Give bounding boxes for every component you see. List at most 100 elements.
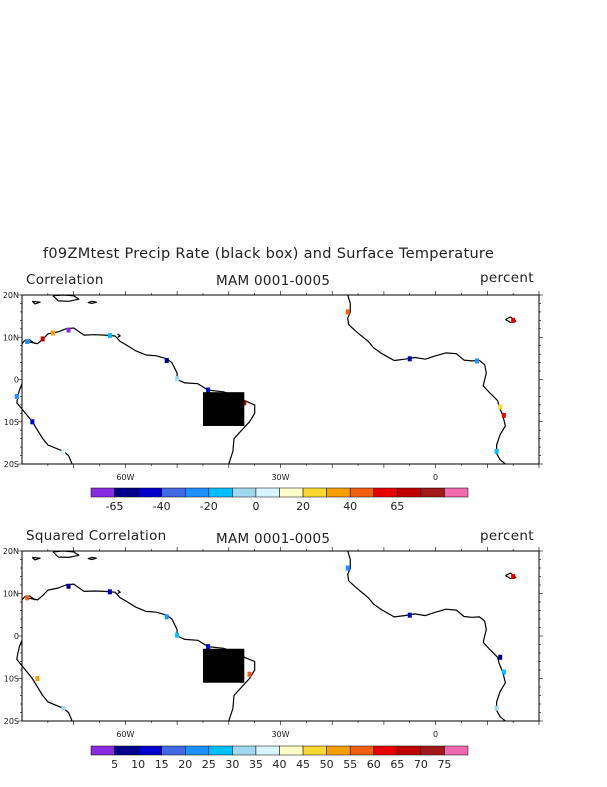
coastal-value-cell	[107, 333, 112, 339]
colorbar-label: 5	[111, 758, 118, 771]
colorbar-swatch	[279, 487, 304, 498]
coastal-value-cell	[40, 336, 45, 342]
precip-region-box	[202, 648, 245, 683]
colorbar-swatch	[90, 745, 115, 756]
colorbar-swatch	[185, 745, 210, 756]
coastal-value-cell	[35, 676, 40, 681]
colorbar-swatch	[255, 487, 280, 498]
coastline	[52, 294, 80, 302]
colorbar-label: 65	[390, 758, 404, 771]
coastal-value-cell	[107, 589, 112, 595]
colorbar-label: 45	[296, 758, 310, 771]
lat-label: 10N	[3, 333, 19, 342]
colorbar-swatch	[373, 487, 398, 498]
colorbar-2: 5 10 15 20 25 30 35 40 45 50 55 60 65 70 75	[90, 745, 469, 771]
coastal-value-cell	[25, 595, 30, 601]
coastal-value-cell	[407, 612, 412, 618]
coastline	[347, 550, 506, 722]
colorbar-label: 10	[131, 758, 145, 771]
coastal-value-cell	[175, 632, 180, 638]
colorbar-swatch	[137, 487, 162, 498]
colorbar-label: 35	[249, 758, 263, 771]
coastal-value-cell	[206, 644, 211, 650]
coastal-value-cell	[494, 705, 499, 711]
coastline	[505, 316, 517, 324]
coastal-value-cell	[511, 574, 516, 579]
colorbar-swatch	[137, 745, 162, 756]
coastal-value-cell	[164, 357, 169, 363]
main-title: f09ZMtest Precip Rate (black box) and Su…	[43, 246, 495, 262]
colorbar-label: 20	[178, 758, 192, 771]
coastal-value-cell	[66, 583, 71, 589]
panel1-right-title: percent	[480, 270, 534, 286]
lat-label: 10N	[3, 590, 19, 599]
coastal-value-cell	[61, 448, 66, 454]
colorbar-swatch	[208, 487, 233, 498]
colorbar-label: 40	[273, 758, 287, 771]
colorbar-swatch	[208, 745, 233, 756]
colorbar-label: 70	[414, 758, 428, 771]
map-frame	[21, 294, 540, 465]
lat-label: 20S	[4, 717, 19, 726]
coastal-value-cell	[164, 614, 169, 620]
colorbar-label: 0	[252, 500, 259, 513]
colorbar-swatch	[326, 745, 351, 756]
colorbar-label: 40	[343, 500, 357, 513]
colorbar-swatch	[326, 487, 351, 498]
colorbar-label: 65	[390, 500, 404, 513]
coastal-value-cell	[498, 654, 503, 660]
lat-label: 10S	[4, 418, 19, 427]
colorbar-label: 25	[202, 758, 216, 771]
colorbar-label: 15	[155, 758, 169, 771]
colorbar-swatch	[232, 745, 257, 756]
coastline	[117, 333, 121, 338]
colorbar-1: -65 -40 -20 0 20 40 65	[90, 487, 469, 513]
colorbar-swatch	[302, 487, 327, 498]
lat-label: 20N	[3, 291, 19, 300]
coastline	[87, 556, 97, 561]
coastal-value-cell	[498, 404, 503, 410]
panel2-center-title: MAM 0001-0005	[216, 531, 331, 547]
coastal-value-cell	[25, 338, 30, 344]
panel1-left-title: Correlation	[26, 272, 104, 288]
colorbar-swatch	[279, 745, 304, 756]
colorbar-label: 60	[367, 758, 381, 771]
map-panel-1: 20N 10N 0 10S 20S 60W 30W 0 -65 -40 -20 0 20 40 65	[3, 291, 543, 513]
coastal-value-cell	[474, 358, 479, 364]
coastal-value-cell	[61, 705, 66, 711]
lat-label: 0	[14, 376, 19, 385]
colorbar-label: -65	[106, 500, 124, 513]
colorbar-swatch	[349, 745, 374, 756]
colorbar-swatch	[161, 745, 186, 756]
colorbar-swatch	[114, 745, 139, 756]
coastal-value-cell	[501, 669, 506, 675]
lon-label: 30W	[271, 730, 289, 739]
panel2-right-title: percent	[480, 528, 534, 544]
lat-label: 0	[14, 632, 19, 641]
panel1-center-title: MAM 0001-0005	[216, 273, 331, 289]
coastal-value-cell	[407, 356, 412, 362]
lat-label: 10S	[4, 675, 19, 684]
colorbar-label: 55	[343, 758, 357, 771]
lon-label: 0	[433, 473, 438, 482]
colorbar-label: 75	[437, 758, 451, 771]
coastline	[87, 300, 97, 304]
lon-label: 60W	[116, 473, 134, 482]
coastline	[31, 556, 41, 561]
coastal-value-cell	[14, 393, 19, 399]
coastline	[117, 589, 121, 595]
colorbar-label: 30	[225, 758, 239, 771]
colorbar-swatch	[114, 487, 139, 498]
colorbar-swatch	[232, 487, 257, 498]
colorbar-swatch	[444, 487, 469, 498]
map-frame	[21, 550, 540, 722]
colorbar-swatch	[420, 745, 445, 756]
colorbar-label: 20	[296, 500, 310, 513]
lon-label: 60W	[116, 730, 134, 739]
coastal-value-cell	[501, 412, 506, 418]
lat-label: 20N	[3, 547, 19, 556]
colorbar-swatch	[161, 487, 186, 498]
colorbar-swatch	[420, 487, 445, 498]
